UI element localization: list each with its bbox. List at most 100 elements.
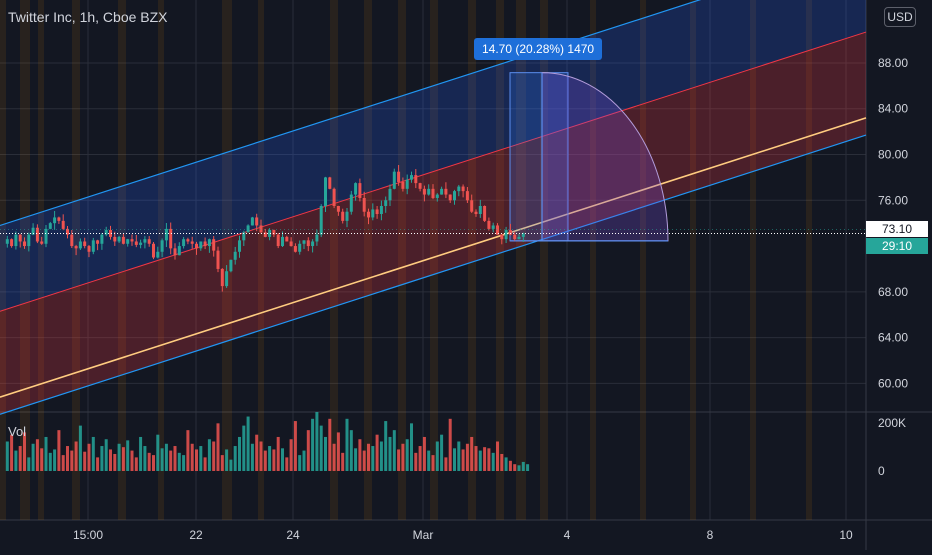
volume-bar	[147, 452, 151, 471]
volume-bar	[212, 441, 216, 471]
axes: 88.00 84.00 80.00 76.00 68.00 64.00 60.00 200K 0…	[73, 56, 908, 542]
time-tick-label: Mar	[413, 528, 434, 542]
volume-bar	[414, 452, 418, 471]
candle-body	[66, 228, 69, 235]
volume-bar	[483, 447, 487, 471]
candle-body	[319, 206, 323, 235]
volume-bar	[10, 434, 14, 471]
volume-bar	[44, 436, 48, 471]
candle-body	[173, 248, 177, 256]
candle-body	[216, 250, 220, 269]
time-tick-label: 8	[707, 528, 714, 542]
measure-box	[509, 72, 569, 242]
volume-bar	[418, 446, 422, 471]
candle-body	[341, 211, 345, 221]
last-price-line	[0, 229, 866, 234]
volume-bar	[401, 443, 405, 471]
candle-body	[496, 225, 499, 235]
candle-body	[345, 211, 349, 221]
price-tick-label: 68.00	[878, 285, 908, 299]
session-band	[496, 0, 504, 520]
time-tick-label: 22	[189, 528, 203, 542]
candle-body	[18, 234, 22, 242]
measure-arc	[541, 72, 669, 242]
volume-bar	[324, 436, 327, 471]
price-tick-label: 88.00	[878, 56, 908, 70]
candle-body	[156, 251, 160, 258]
candle-body	[91, 240, 95, 252]
candle-body	[207, 239, 211, 247]
candle-body	[354, 183, 358, 195]
volume-bar	[83, 451, 87, 471]
candle-body	[362, 197, 366, 212]
volume-bar	[448, 418, 452, 471]
session-band	[38, 0, 44, 520]
candle-body	[177, 246, 181, 256]
candle-body	[444, 188, 448, 195]
candle-body	[336, 206, 340, 212]
candle-body	[504, 230, 508, 240]
session-band	[0, 0, 6, 520]
volume-bar	[156, 434, 160, 471]
price-tick-label: 80.00	[878, 148, 908, 162]
candle-body	[113, 236, 117, 242]
candle-body	[483, 206, 487, 221]
volume-bar	[48, 452, 52, 471]
time-tick-label: 4	[564, 528, 571, 542]
volume-bar	[500, 453, 504, 471]
volume-bar	[470, 436, 474, 471]
candle-body	[130, 239, 134, 242]
candle-body	[427, 188, 431, 195]
volume-bar	[225, 449, 229, 471]
session-band	[468, 0, 476, 520]
candle-body	[405, 179, 409, 189]
volume-bar	[126, 440, 130, 471]
volume-bar	[91, 436, 95, 471]
volume-bar	[31, 443, 35, 471]
volume-bar	[177, 452, 181, 471]
currency-button[interactable]: USD	[884, 7, 916, 27]
candle-body	[233, 251, 237, 260]
volume-bar	[117, 443, 121, 471]
price-tick-label: 60.00	[878, 376, 908, 390]
candle-body	[104, 230, 108, 235]
volume-bar	[134, 457, 138, 471]
candle-body	[457, 186, 461, 192]
volume-bar	[182, 455, 186, 471]
volume-bar	[18, 446, 22, 471]
candle-body	[5, 239, 9, 244]
symbol-title[interactable]: Twitter Inc, 1h, Cboe BZX	[8, 9, 168, 25]
volume-bar	[440, 434, 444, 471]
candle-body	[379, 206, 383, 215]
volume-bar	[35, 439, 39, 471]
candle-body	[521, 233, 525, 237]
volume-bar	[362, 450, 366, 471]
channel-lower-line	[0, 134, 867, 415]
volume-bar	[70, 450, 74, 471]
candle-body	[242, 232, 246, 241]
price-tick-label: 84.00	[878, 102, 908, 116]
candle-body	[139, 242, 143, 245]
volume-bar	[113, 453, 117, 471]
session-band	[158, 0, 164, 520]
session-band	[590, 0, 596, 520]
candle-body	[212, 239, 216, 251]
volume-bar	[289, 439, 293, 471]
volume-bar	[246, 416, 250, 471]
volume-bar	[164, 443, 168, 471]
candle-body	[465, 191, 469, 201]
candle-body	[190, 241, 194, 244]
candle-body	[195, 243, 198, 249]
volume-bar	[453, 448, 456, 471]
volume-bar	[173, 446, 177, 471]
volume-bar	[345, 418, 349, 471]
volume-bar	[139, 436, 143, 471]
candle-body	[461, 186, 465, 192]
volume-label[interactable]: Vol	[8, 424, 27, 439]
candle-body	[57, 217, 61, 221]
measure-tool[interactable]	[509, 72, 669, 242]
candle-body	[508, 230, 512, 235]
volume-bar	[397, 449, 401, 471]
